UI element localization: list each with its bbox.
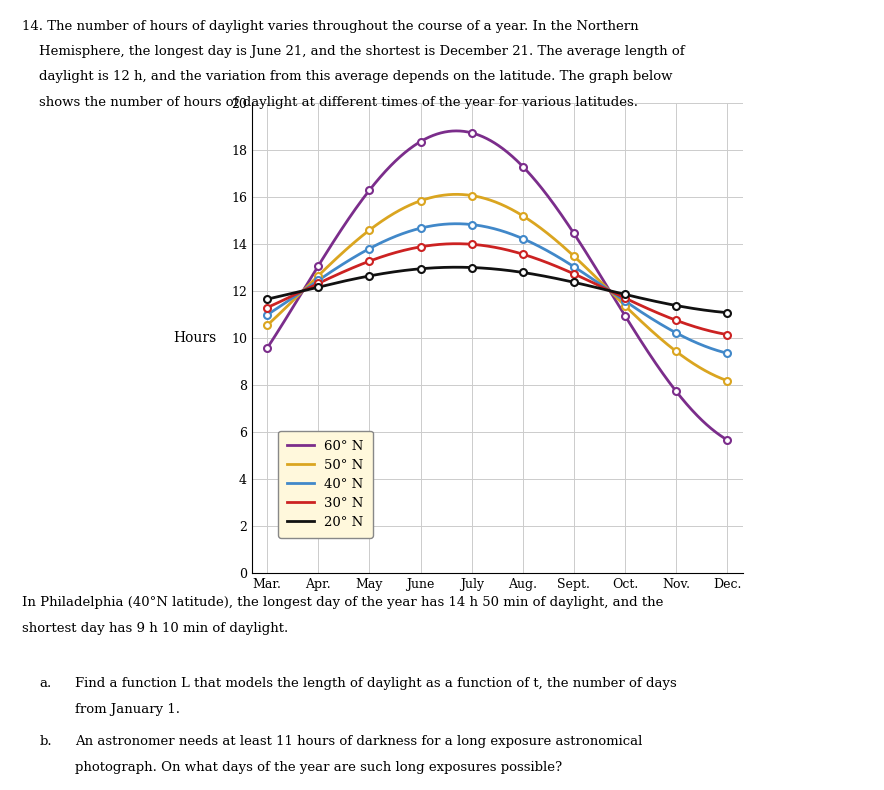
Text: shortest day has 9 h 10 min of daylight.: shortest day has 9 h 10 min of daylight. [22, 622, 288, 634]
Text: Hours: Hours [173, 331, 217, 344]
Text: 14. The number of hours of daylight varies throughout the course of a year. In t: 14. The number of hours of daylight vari… [22, 20, 639, 32]
Text: In Philadelphia (40°N latitude), the longest day of the year has 14 h 50 min of : In Philadelphia (40°N latitude), the lon… [22, 596, 664, 609]
Text: from January 1.: from January 1. [75, 702, 180, 716]
Text: a.: a. [40, 677, 52, 690]
Text: Hemisphere, the longest day is June 21, and the shortest is December 21. The ave: Hemisphere, the longest day is June 21, … [22, 45, 685, 58]
Legend: 60° N, 50° N, 40° N, 30° N, 20° N: 60° N, 50° N, 40° N, 30° N, 20° N [278, 431, 373, 538]
Text: Find a function L that models the length of daylight as a function of t, the num: Find a function L that models the length… [75, 677, 677, 690]
Text: daylight is 12 h, and the variation from this average depends on the latitude. T: daylight is 12 h, and the variation from… [22, 70, 673, 83]
Text: shows the number of hours of daylight at different times of the year for various: shows the number of hours of daylight at… [22, 96, 638, 108]
Text: b.: b. [40, 735, 52, 748]
Text: An astronomer needs at least 11 hours of darkness for a long exposure astronomic: An astronomer needs at least 11 hours of… [75, 735, 643, 748]
Text: photograph. On what days of the year are such long exposures possible?: photograph. On what days of the year are… [75, 761, 562, 773]
